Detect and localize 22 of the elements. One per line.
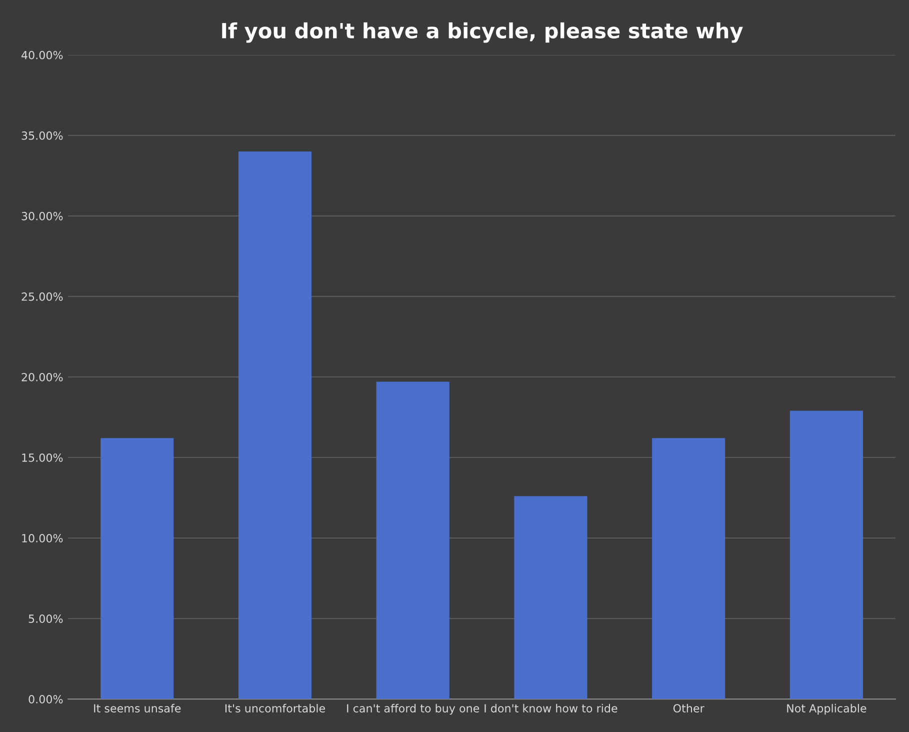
y-tick-label: 25.00% (22, 292, 63, 301)
y-tick-label: 20.00% (22, 372, 63, 382)
y-tick-label: 35.00% (22, 131, 63, 140)
bar (100, 438, 174, 700)
bar (376, 382, 450, 700)
y-tick-label: 0.00% (28, 695, 63, 704)
x-tick-label: Not Applicable (787, 704, 866, 715)
x-tick-label: Other (673, 704, 704, 713)
y-tick-label: 40.00% (21, 50, 63, 60)
y-tick-label: 30.00% (22, 212, 63, 220)
x-tick-label: I can't afford to buy one (347, 704, 480, 715)
y-tick-label: 10.00% (22, 534, 63, 542)
bar (238, 152, 312, 700)
chart-title: If you don't have a bicycle, please state why (222, 22, 743, 43)
y-tick-label: 5.00% (28, 614, 63, 623)
bar (652, 438, 726, 700)
bar (514, 496, 588, 700)
x-tick-label: It's uncomfortable (225, 704, 326, 713)
bar (790, 410, 863, 700)
x-tick-label: It seems unsafe (94, 704, 181, 713)
x-tick-label: I don't know how to ride (484, 704, 618, 713)
y-tick-label: 15.00% (22, 453, 63, 462)
